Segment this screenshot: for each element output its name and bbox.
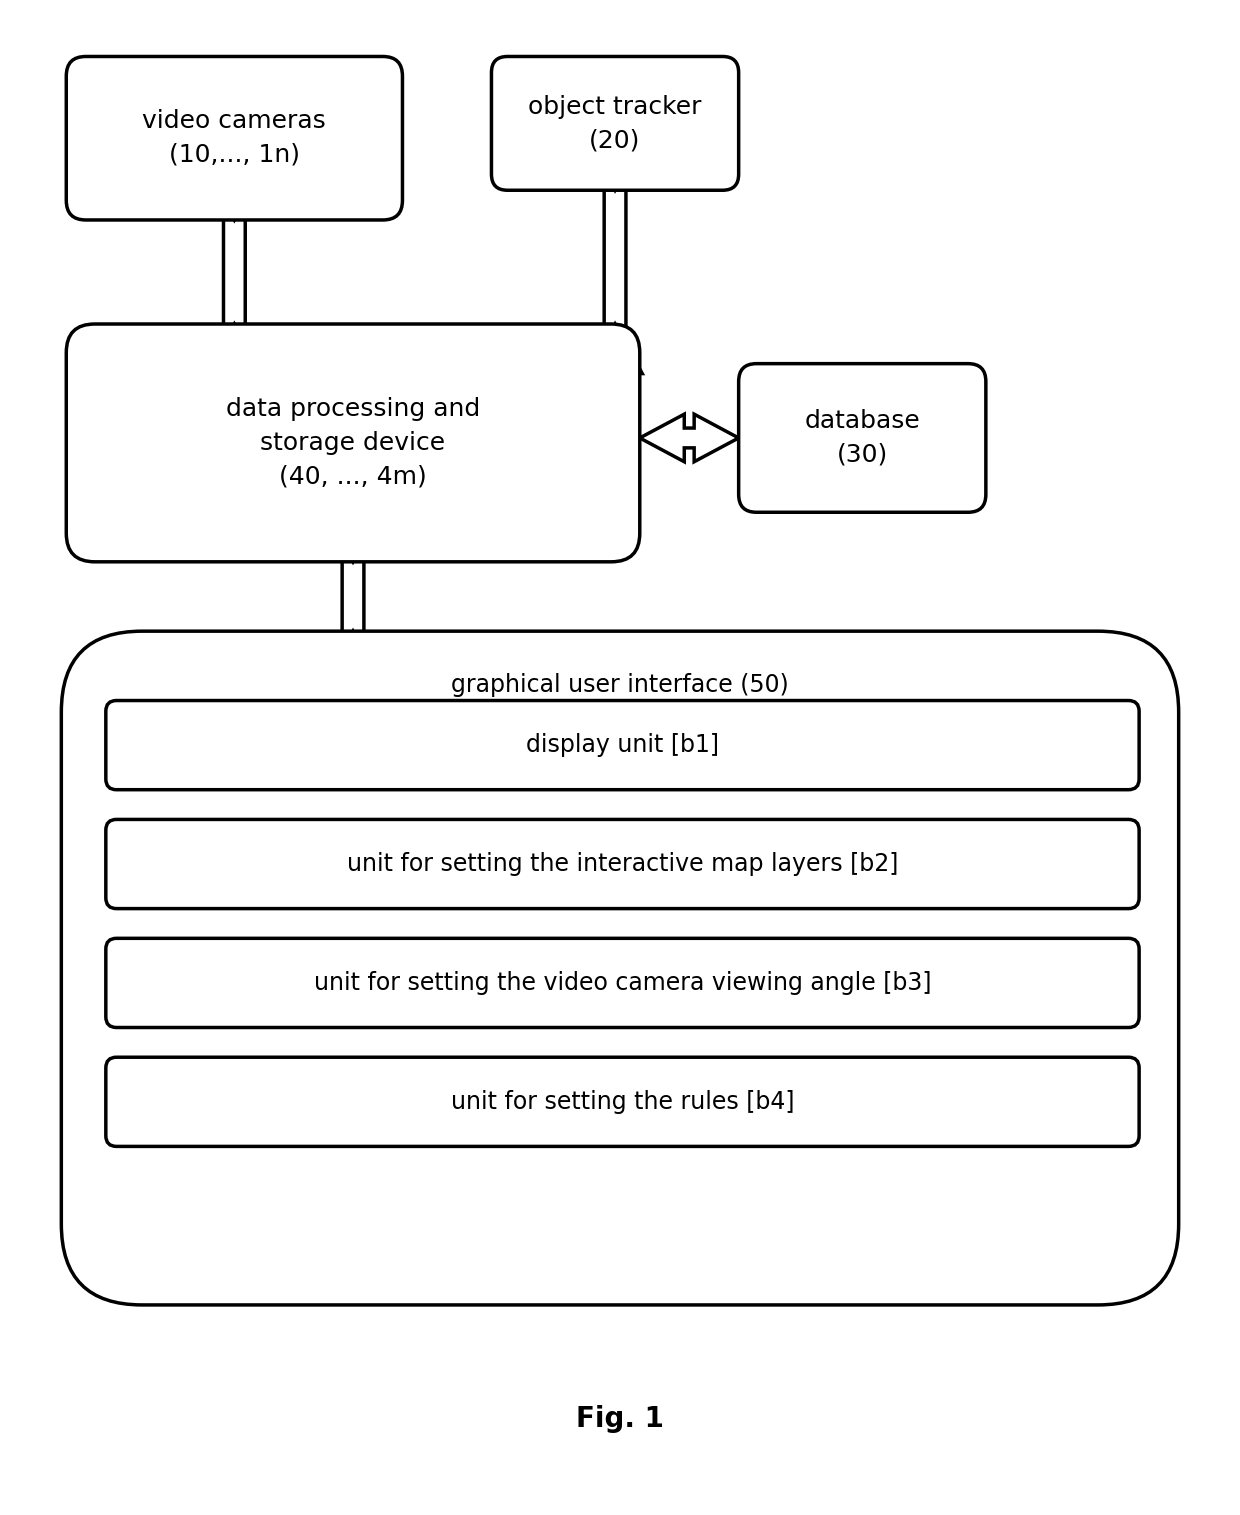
Text: data processing and
storage device
(40, ..., 4m): data processing and storage device (40, … [226,397,480,488]
Polygon shape [326,512,381,680]
FancyBboxPatch shape [61,632,1179,1304]
Polygon shape [207,170,262,374]
Text: unit for setting the interactive map layers [b2]: unit for setting the interactive map lay… [347,851,898,876]
Text: display unit [b1]: display unit [b1] [526,733,719,758]
Polygon shape [640,414,739,462]
Polygon shape [588,141,642,374]
Text: Fig. 1: Fig. 1 [577,1404,663,1433]
Text: unit for setting the video camera viewing angle [b3]: unit for setting the video camera viewin… [314,971,931,995]
FancyBboxPatch shape [66,324,640,562]
Text: unit for setting the rules [b4]: unit for setting the rules [b4] [450,1089,795,1114]
FancyBboxPatch shape [105,820,1140,909]
FancyBboxPatch shape [66,56,403,220]
Text: database
(30): database (30) [805,409,920,467]
Text: object tracker
(20): object tracker (20) [528,94,702,152]
FancyBboxPatch shape [739,364,986,512]
FancyBboxPatch shape [105,938,1140,1027]
Text: graphical user interface (50): graphical user interface (50) [451,673,789,697]
FancyBboxPatch shape [105,700,1140,789]
FancyBboxPatch shape [491,56,739,191]
Text: video cameras
(10,..., 1n): video cameras (10,..., 1n) [143,109,326,167]
FancyBboxPatch shape [105,1057,1140,1147]
